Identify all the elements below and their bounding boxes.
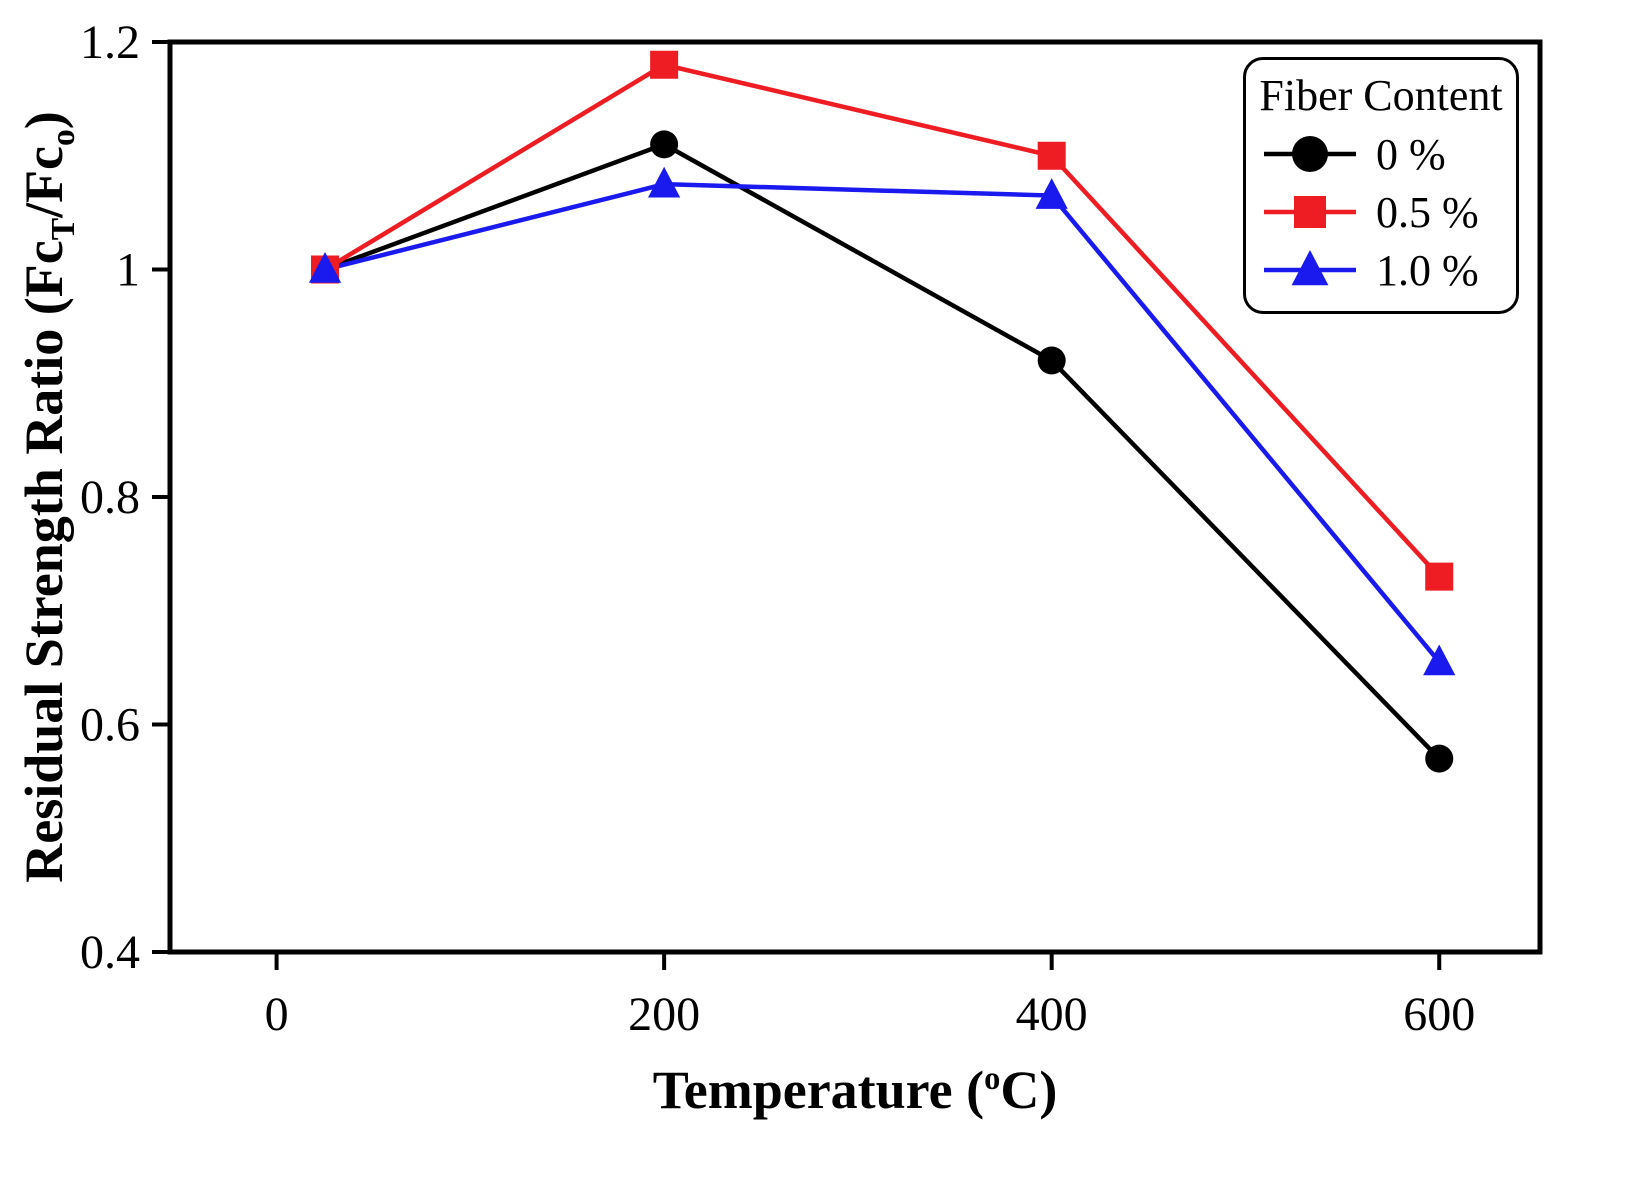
y-tick-label: 0.4 [80, 926, 140, 979]
y-axis-title: Residual Strength Ratio (FcT/Fco) [13, 111, 83, 883]
y-tick-label: 0.6 [80, 699, 140, 752]
marker-circle [1425, 744, 1454, 773]
y-axis-title-sub-o: o [44, 129, 82, 146]
marker-circle [1037, 346, 1066, 375]
y-tick-label: 1.2 [80, 16, 140, 69]
legend-title: Fiber Content [1259, 71, 1503, 120]
x-axis-title: Temperature (oC) [653, 1059, 1058, 1121]
legend-label: 0 % [1376, 129, 1446, 179]
series-line-1 [323, 62, 1441, 579]
legend-label: 0.5 % [1376, 187, 1479, 237]
marker-square [1425, 562, 1454, 591]
marker-triangle [648, 166, 681, 198]
y-axis-title-text: /Fc [14, 145, 75, 218]
legend-entry-0: 0 % [1246, 125, 1516, 183]
y-axis-title-text: Residual Strength Ratio (Fc [14, 240, 75, 883]
x-tick-label: 600 [1403, 988, 1475, 1041]
x-axis-title-sup-o: o [984, 1061, 1001, 1097]
y-tick-label: 1 [116, 244, 140, 297]
y-axis-title-sub-T: T [44, 217, 82, 241]
legend-label: 1.0 % [1376, 245, 1479, 295]
legend-marker-square-icon [1264, 196, 1356, 228]
x-tick-label: 400 [1016, 988, 1088, 1041]
marker-triangle [1291, 250, 1329, 286]
x-axis-title-text: Temperature ( [652, 1060, 985, 1120]
plot-frame [167, 39, 1543, 955]
y-axis-title-text: ) [14, 111, 75, 130]
legend-rows: 0 % 0.5 % 1.0 % [1246, 125, 1516, 299]
x-tick-label: 0 [265, 988, 289, 1041]
marker-triangle [1423, 644, 1456, 676]
marker-square [1294, 196, 1326, 228]
marker-circle [650, 130, 679, 159]
x-tick-label: 200 [628, 988, 700, 1041]
x-axis-title-text: C) [1000, 1060, 1058, 1120]
y-tick-label: 0.8 [80, 471, 140, 524]
marker-triangle [308, 252, 342, 283]
marker-triangle [1035, 178, 1068, 209]
series-line-0 [324, 141, 1441, 761]
marker-square [650, 50, 679, 79]
marker-circle [1292, 136, 1328, 172]
marker-square [1037, 141, 1066, 170]
legend-entry-2: 1.0 % [1246, 241, 1516, 299]
legend-marker-triangle-icon [1264, 250, 1356, 286]
legend: Fiber Content 0 % 0.5 % 1.0 % [1243, 57, 1519, 314]
legend-marker-circle-icon [1264, 136, 1356, 172]
series-line-2 [324, 181, 1441, 664]
legend-entry-1: 0.5 % [1246, 183, 1516, 241]
